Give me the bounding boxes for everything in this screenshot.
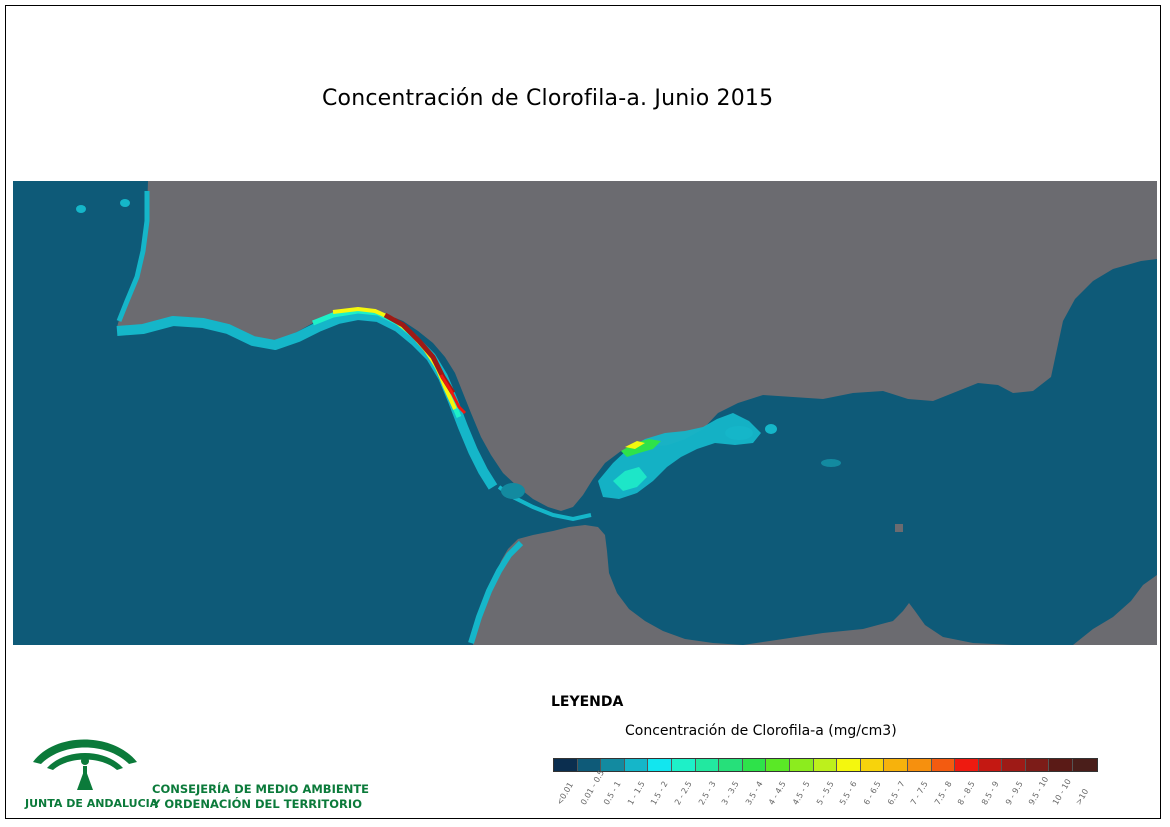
legend-tick-label: 6.5 - 7 bbox=[885, 779, 907, 807]
alboran-patch-3 bbox=[725, 426, 753, 440]
legend-swatch bbox=[837, 759, 861, 771]
alboran-patch-green bbox=[621, 439, 661, 457]
legend-tick-label: 1 - 1.5 bbox=[625, 779, 647, 807]
atlantic-spot-1 bbox=[76, 205, 86, 213]
chlorophyll-map bbox=[13, 181, 1157, 645]
legend-subtitle: Concentración de Clorofila-a (mg/cm3) bbox=[625, 723, 897, 739]
alboran-patch-yellow bbox=[625, 441, 645, 449]
alboran-patch-4 bbox=[765, 424, 777, 434]
junta-andalucia-logo-icon bbox=[33, 739, 137, 790]
legend-tick-label: 9.5 - 10 bbox=[1027, 775, 1051, 807]
coastal-band-morocco bbox=[468, 540, 524, 644]
strait-spot bbox=[501, 483, 525, 499]
legend-tick-label: 7 - 7.5 bbox=[909, 779, 930, 807]
legend-swatch bbox=[860, 759, 885, 771]
legend-heading: LEYENDA bbox=[551, 694, 624, 710]
atlantic-spot-2 bbox=[120, 199, 130, 207]
legend-tick-label: 3.5 - 4 bbox=[743, 779, 765, 807]
legend-swatch bbox=[884, 759, 908, 771]
land-iberia bbox=[117, 181, 1157, 511]
legend-tick-label: 8.5 - 9 bbox=[979, 779, 1001, 807]
legend-swatch bbox=[931, 759, 956, 771]
coastal-band-portugal bbox=[116, 191, 150, 322]
legend-swatch bbox=[554, 759, 578, 771]
organization-mark: JUNTA DE ANDALUCIA bbox=[25, 797, 159, 810]
legend-tick-label: 0.5 - 1 bbox=[602, 779, 623, 807]
legend-color-scale bbox=[553, 758, 1098, 772]
islet bbox=[895, 524, 903, 532]
legend-tick-label: 7.5 - 8 bbox=[932, 779, 954, 807]
map-frame bbox=[5, 5, 1161, 819]
legend-tick-label: 10 - 10 bbox=[1050, 777, 1073, 807]
legend-tick-label: >10 bbox=[1074, 787, 1091, 807]
organization-line-2: Y ORDENACIÓN DEL TERRITORIO bbox=[152, 797, 362, 811]
legend-tick-label: 5 - 5.5 bbox=[814, 779, 836, 807]
coastal-band-cadiz-red bbox=[439, 374, 467, 415]
legend-swatch bbox=[766, 759, 790, 771]
legend-tick-label: 2 - 2.5 bbox=[673, 779, 694, 807]
legend-swatch bbox=[719, 759, 743, 771]
alboran-patch-5 bbox=[821, 459, 841, 467]
legend-tick-label: 9 - 9.5 bbox=[1003, 779, 1025, 807]
legend-swatch bbox=[813, 759, 838, 771]
legend-swatch bbox=[648, 759, 672, 771]
legend-tick-label: 6 - 6.5 bbox=[861, 779, 883, 807]
legend-swatch bbox=[1073, 759, 1097, 771]
legend-tick-label: 8 - 8.5 bbox=[956, 779, 978, 807]
land-africa-west bbox=[473, 525, 743, 645]
legend-swatch bbox=[671, 759, 696, 771]
legend-swatch bbox=[577, 759, 602, 771]
organization-line-1: CONSEJERÍA DE MEDIO AMBIENTE bbox=[152, 782, 370, 796]
land-africa-east bbox=[743, 603, 1013, 645]
legend-tick-label: <0.01 bbox=[555, 780, 576, 807]
legend-swatch bbox=[955, 759, 979, 771]
legend-tick-label: 4.5 - 5 bbox=[791, 779, 812, 807]
legend-swatch bbox=[601, 759, 625, 771]
legend-tick-label: 3 - 3.5 bbox=[720, 779, 741, 807]
legend-tick-label: 2.5 - 3 bbox=[696, 779, 718, 807]
map-title: Concentración de Clorofila-a. Junio 2015 bbox=[322, 86, 774, 111]
legend-swatch bbox=[695, 759, 720, 771]
legend-swatch bbox=[1002, 759, 1026, 771]
legend-swatch bbox=[1049, 759, 1074, 771]
legend-tick-label: 5.5 - 6 bbox=[838, 779, 859, 807]
alboran-patch-2 bbox=[613, 467, 647, 491]
legend-tick-label: 4 - 4.5 bbox=[767, 779, 789, 807]
legend-swatch bbox=[624, 759, 649, 771]
legend-tick-label: 1.5 - 2 bbox=[649, 779, 671, 807]
legend-swatch bbox=[742, 759, 767, 771]
land-africa-far-east bbox=[1073, 575, 1157, 645]
coastal-band-cadiz-outer bbox=[116, 310, 498, 490]
legend-swatch bbox=[978, 759, 1003, 771]
legend-swatch bbox=[1025, 759, 1050, 771]
legend-swatch bbox=[907, 759, 932, 771]
legend-swatch bbox=[789, 759, 814, 771]
